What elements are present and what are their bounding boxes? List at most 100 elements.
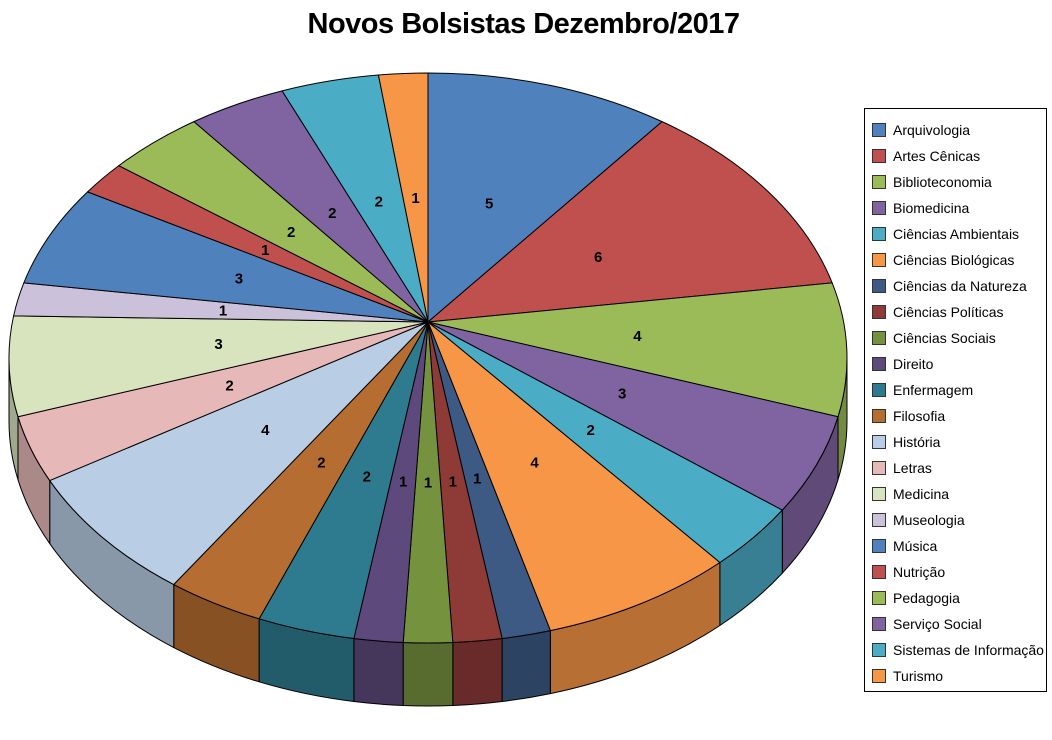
- legend-item-sistemas-de-informa-o[interactable]: Sistemas de Informação: [865, 637, 1046, 663]
- legend-color-swatch: [872, 331, 886, 345]
- legend-item-biblioteconomia[interactable]: Biblioteconomia: [865, 169, 1046, 195]
- legend-label: Medicina: [893, 486, 950, 502]
- slice-value-label: 4: [530, 455, 539, 472]
- legend-label: Ciências Ambientais: [893, 226, 1020, 242]
- slice-value-label: 1: [424, 475, 432, 492]
- legend-color-swatch: [872, 435, 886, 449]
- legend-label: Nutrição: [893, 564, 946, 580]
- legend-color-swatch: [872, 149, 886, 163]
- slice-value-label: 6: [594, 249, 602, 266]
- legend-item-turismo[interactable]: Turismo: [865, 663, 1046, 689]
- slice-value-label: 2: [317, 455, 325, 472]
- legend-color-swatch: [872, 513, 886, 527]
- legend-item-enfermagem[interactable]: Enfermagem: [865, 377, 1046, 403]
- legend-label: Filosofia: [893, 408, 946, 424]
- pie-slice-arquivologia[interactable]: [427, 72, 663, 323]
- legend-color-swatch: [872, 461, 886, 475]
- slice-value-label: 5: [485, 196, 493, 213]
- legend-label: Turismo: [893, 668, 944, 684]
- slice-value-label: 2: [287, 224, 295, 241]
- legend-color-swatch: [872, 669, 886, 683]
- pie-slice-turismo[interactable]: [377, 72, 429, 323]
- legend-label: Biblioteconomia: [893, 174, 992, 190]
- legend-item-arquivologia[interactable]: Arquivologia: [865, 117, 1046, 143]
- legend-color-swatch: [872, 305, 886, 319]
- slice-value-label: 3: [235, 271, 243, 288]
- pie-slice-medicina[interactable]: [8, 315, 429, 418]
- legend-item-ci-ncias-pol-ticas[interactable]: Ciências Políticas: [865, 299, 1046, 325]
- slice-value-label: 2: [328, 205, 336, 222]
- legend-item-nutri-o[interactable]: Nutrição: [865, 559, 1046, 585]
- legend-item-biomedicina[interactable]: Biomedicina: [865, 195, 1046, 221]
- slice-value-label: 2: [375, 193, 383, 210]
- legend-label: Arquivologia: [893, 122, 971, 138]
- chart-title: Novos Bolsistas Dezembro/2017: [307, 8, 740, 40]
- pie-slice-side: [452, 638, 503, 706]
- legend-item-servi-o-social[interactable]: Serviço Social: [865, 611, 1046, 637]
- legend-label: Artes Cênicas: [893, 148, 981, 164]
- slice-value-label: 2: [587, 422, 595, 439]
- slice-value-label: 2: [363, 468, 371, 485]
- legend-color-swatch: [872, 227, 886, 241]
- legend-item-direito[interactable]: Direito: [865, 351, 1046, 377]
- legend-label: Biomedicina: [893, 200, 970, 216]
- legend-label: Ciências Biológicas: [893, 252, 1015, 268]
- slice-value-label: 1: [261, 242, 269, 259]
- legend-item-hist-ria[interactable]: História: [865, 429, 1046, 455]
- pie-slice-side: [402, 641, 454, 707]
- legend-color-swatch: [872, 123, 886, 137]
- legend-label: Pedagogia: [893, 590, 960, 606]
- legend-item-ci-ncias-da-natureza[interactable]: Ciências da Natureza: [865, 273, 1046, 299]
- slice-value-label: 1: [411, 190, 419, 207]
- legend-color-swatch: [872, 643, 886, 657]
- slice-value-label: 1: [219, 303, 227, 320]
- legend-label: Museologia: [893, 512, 965, 528]
- slice-value-label: 1: [473, 471, 481, 488]
- legend-item-museologia[interactable]: Museologia: [865, 507, 1046, 533]
- legend-color-swatch: [872, 175, 886, 189]
- legend-item-m-sica[interactable]: Música: [865, 533, 1046, 559]
- legend-label: Ciências da Natureza: [893, 278, 1027, 294]
- pie-slice-biblioteconomia[interactable]: [427, 282, 848, 418]
- legend-color-swatch: [872, 617, 886, 631]
- legend-color-swatch: [872, 591, 886, 605]
- legend-label: Música: [893, 538, 938, 554]
- legend-item-ci-ncias-ambientais[interactable]: Ciências Ambientais: [865, 221, 1046, 247]
- pie-slice-m-sica[interactable]: [23, 191, 429, 323]
- slice-value-label: 2: [225, 378, 233, 395]
- legend-color-swatch: [872, 279, 886, 293]
- legend-label: Sistemas de Informação: [893, 642, 1044, 658]
- legend-label: Serviço Social: [893, 616, 982, 632]
- pie-slice-artes-c-nicas[interactable]: [427, 121, 833, 323]
- legend-item-filosofia[interactable]: Filosofia: [865, 403, 1046, 429]
- legend-color-swatch: [872, 357, 886, 371]
- legend-color-swatch: [872, 383, 886, 397]
- slice-value-label: 1: [399, 473, 407, 490]
- pie-slice-side: [353, 638, 404, 706]
- legend-item-ci-ncias-sociais[interactable]: Ciências Sociais: [865, 325, 1046, 351]
- slice-value-label: 4: [261, 422, 270, 439]
- legend-item-pedagogia[interactable]: Pedagogia: [865, 585, 1046, 611]
- pie-slice-hist-ria[interactable]: [49, 321, 429, 586]
- legend-color-swatch: [872, 487, 886, 501]
- legend-color-swatch: [872, 565, 886, 579]
- pie-slice-biomedicina[interactable]: [427, 321, 839, 511]
- legend-label: Letras: [893, 460, 932, 476]
- legend-label: Ciências Sociais: [893, 330, 996, 346]
- legend-label: Ciências Políticas: [893, 304, 1004, 320]
- legend-color-swatch: [872, 539, 886, 553]
- legend-label: Direito: [893, 356, 934, 372]
- legend-item-letras[interactable]: Letras: [865, 455, 1046, 481]
- legend-item-ci-ncias-biol-gicas[interactable]: Ciências Biológicas: [865, 247, 1046, 273]
- slice-value-label: 1: [449, 473, 457, 490]
- legend-label: História: [893, 434, 941, 450]
- legend-item-artes-c-nicas[interactable]: Artes Cênicas: [865, 143, 1046, 169]
- legend-label: Enfermagem: [893, 382, 974, 398]
- legend-color-swatch: [872, 201, 886, 215]
- slice-value-label: 3: [214, 336, 222, 353]
- legend-item-medicina[interactable]: Medicina: [865, 481, 1046, 507]
- pie-slice-ci-ncias-biol-gicas[interactable]: [427, 321, 721, 632]
- pie-slice-side: [501, 630, 551, 703]
